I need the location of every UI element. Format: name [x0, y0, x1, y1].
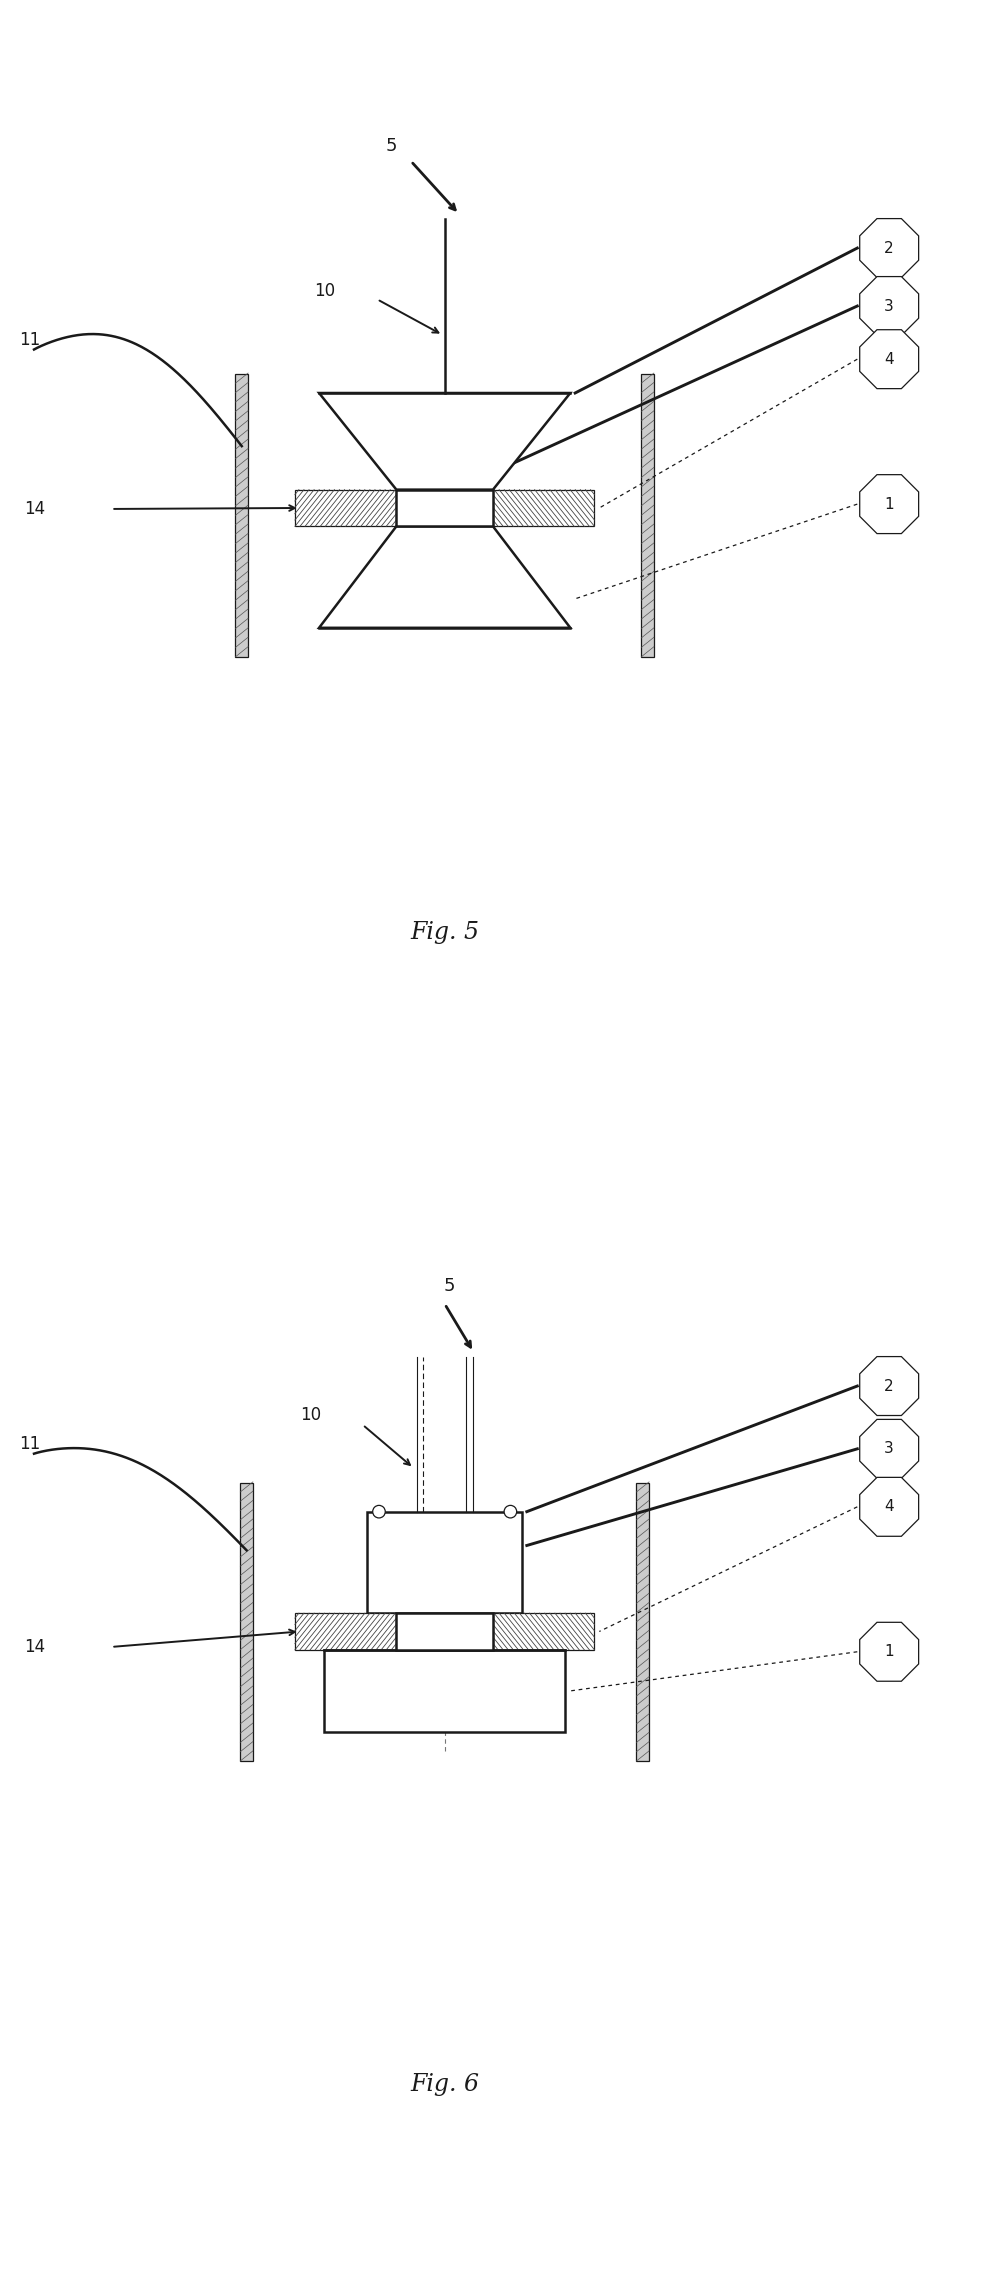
Polygon shape: [860, 1419, 919, 1479]
Text: 2: 2: [884, 241, 894, 255]
Text: 1: 1: [884, 1644, 894, 1660]
Text: 14: 14: [25, 1637, 45, 1655]
Polygon shape: [319, 393, 570, 489]
Text: 4: 4: [884, 1499, 894, 1515]
Text: 5: 5: [444, 1277, 456, 1295]
Text: Fig. 6: Fig. 6: [410, 2073, 479, 2096]
Text: 10: 10: [315, 282, 335, 301]
Bar: [641, 374, 654, 657]
Bar: [396, 1614, 493, 1651]
Circle shape: [373, 1506, 386, 1518]
Bar: [241, 1483, 252, 1761]
Polygon shape: [860, 276, 919, 335]
Text: 10: 10: [300, 1405, 320, 1424]
Text: 2: 2: [884, 1378, 894, 1394]
Text: 11: 11: [20, 1435, 40, 1453]
Polygon shape: [860, 1357, 919, 1417]
Polygon shape: [860, 331, 919, 388]
Polygon shape: [860, 1476, 919, 1536]
Bar: [323, 1651, 566, 1731]
Text: 3: 3: [884, 298, 894, 315]
Bar: [493, 489, 595, 526]
Polygon shape: [319, 526, 570, 627]
Bar: [637, 1483, 649, 1761]
Bar: [368, 1511, 522, 1614]
Bar: [236, 374, 248, 657]
Text: 4: 4: [884, 351, 894, 367]
Polygon shape: [860, 475, 919, 533]
Text: 5: 5: [386, 138, 397, 156]
Bar: [396, 489, 493, 526]
Bar: [295, 489, 396, 526]
Polygon shape: [860, 218, 919, 278]
Bar: [295, 1614, 396, 1651]
Bar: [493, 1614, 595, 1651]
Text: 1: 1: [884, 496, 894, 512]
Text: 11: 11: [20, 331, 40, 349]
Circle shape: [504, 1506, 517, 1518]
Polygon shape: [860, 1623, 919, 1681]
Text: Fig. 5: Fig. 5: [410, 921, 479, 944]
Text: 14: 14: [25, 501, 45, 519]
Text: 3: 3: [884, 1442, 894, 1456]
